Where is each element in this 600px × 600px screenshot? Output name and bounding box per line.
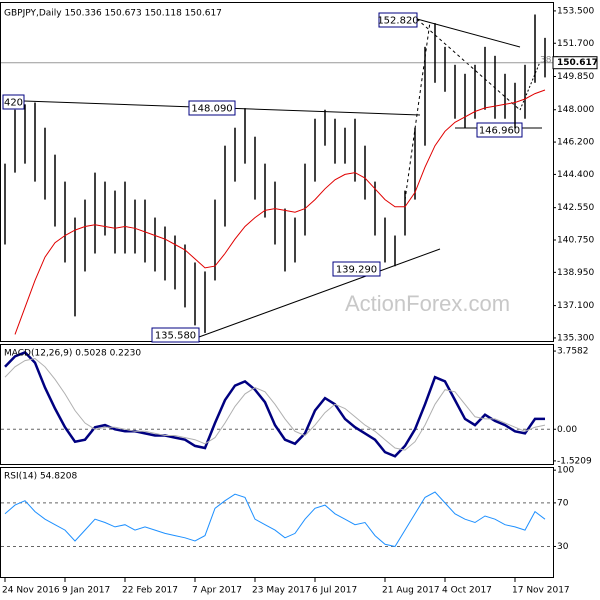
y-tick-label: 70 xyxy=(557,498,569,508)
annotation: 420 xyxy=(4,98,23,109)
annotation-box xyxy=(476,122,523,138)
last-price-box xyxy=(552,56,598,70)
x-tick-label: 23 May 2017 xyxy=(252,586,311,596)
macd-panel xyxy=(0,344,554,465)
watermark: ActionForex.com xyxy=(345,291,510,316)
annotation: 148.090 xyxy=(191,104,232,115)
y-tick-label: 3.7582 xyxy=(557,347,589,357)
price-panel xyxy=(0,2,554,342)
y-tick-label: 151.700 xyxy=(557,39,594,49)
annotation: 152.820 xyxy=(377,16,418,27)
annotation: 38.2 xyxy=(540,56,560,66)
annotation-box xyxy=(2,94,25,110)
x-tick-label: 9 Jan 2017 xyxy=(62,586,110,596)
series-line xyxy=(4,350,545,458)
y-tick-label: 146.200 xyxy=(557,138,594,148)
y-tick-label: 137.100 xyxy=(557,301,594,311)
rsi-panel xyxy=(0,467,554,578)
y-tick-label: 142.550 xyxy=(557,203,594,213)
rsi-title: RSI(14) 54.8208 xyxy=(4,472,77,482)
y-tick-label: 144.400 xyxy=(557,170,594,180)
y-tick-label: 100 xyxy=(557,466,574,476)
y-tick-label: 140.750 xyxy=(557,236,594,246)
price-title: GBPJPY,Daily 150.336 150.673 150.118 150… xyxy=(4,9,222,19)
last-price-label: 150.617 xyxy=(557,58,598,68)
annotations: 152.820 420 148.090 146.960 139.290 135.… xyxy=(2,12,560,343)
y-tick-label: 30 xyxy=(557,542,569,552)
y-tick-label: 148.000 xyxy=(557,105,594,115)
x-tick-label: 24 Nov 2016 xyxy=(2,586,60,596)
x-tick-label: 7 Apr 2017 xyxy=(192,586,242,596)
x-tick-label: 22 Feb 2017 xyxy=(122,586,178,596)
series-line xyxy=(14,89,546,335)
annotation-box xyxy=(378,12,418,28)
annotation: 146.960 xyxy=(479,126,520,137)
x-tick-label: 6 Jul 2017 xyxy=(312,586,357,596)
y-tick-label: 149.850 xyxy=(557,72,594,82)
y-tick-label: 138.950 xyxy=(557,268,594,278)
y-tick-label: 135.300 xyxy=(557,333,594,343)
annotation: 135.580 xyxy=(155,331,196,342)
y-tick-label: -1.5209 xyxy=(557,456,592,466)
trendlines xyxy=(23,18,542,338)
series-line xyxy=(4,357,546,451)
macd-title: MACD(12,26,9) 0.5028 0.2230 xyxy=(4,349,141,359)
x-tick-label: 17 Nov 2017 xyxy=(512,586,570,596)
annotation-box xyxy=(332,261,381,277)
series-line xyxy=(4,491,546,548)
annotation-box xyxy=(188,100,236,116)
x-tick-label: 4 Oct 2017 xyxy=(442,586,492,596)
annotation-box xyxy=(151,327,200,343)
y-tick-label: 153.500 xyxy=(557,6,594,16)
y-tick-label: 0.00 xyxy=(557,425,577,435)
x-tick-label: 21 Aug 2017 xyxy=(382,586,440,596)
annotation: 139.290 xyxy=(336,265,377,276)
